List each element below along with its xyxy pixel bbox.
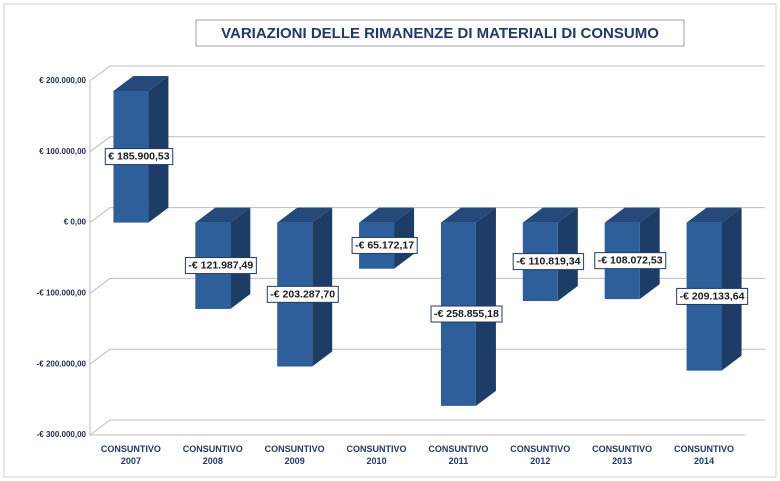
data-label: -€ 65.172,17 [355, 239, 414, 251]
x-tick-label: CONSUNTIVO 2008 [182, 444, 243, 466]
y-tick-label: -€ 300.000,00 [37, 430, 87, 439]
x-tick-label-box: CONSUNTIVO 2010 [346, 444, 407, 466]
data-label-box [184, 257, 257, 275]
data-label: -€ 258.855,18 [434, 308, 499, 320]
x-tick-label: CONSUNTIVO 2014 [674, 444, 735, 466]
data-label: -€ 110.819,34 [516, 256, 580, 268]
x-tick-label-box: CONSUNTIVO 2014 [674, 444, 735, 466]
x-tick-label: CONSUNTIVO 2010 [346, 444, 407, 466]
data-label-box [430, 305, 503, 323]
y-tick-label: € 0,00 [64, 218, 87, 227]
x-tick-label: CONSUNTIVO 2009 [264, 444, 325, 466]
grid-line [89, 348, 765, 365]
y-tick-label: -€ 200.000,00 [37, 359, 87, 368]
data-label: -€ 209.133,64 [680, 290, 745, 302]
bar-top [686, 207, 742, 223]
data-label-box [512, 253, 585, 271]
data-label: -€ 108.072,53 [598, 255, 663, 267]
x-tick-label-box: CONSUNTIVO 2009 [264, 444, 325, 466]
bar-top [604, 207, 660, 223]
data-label: -€ 203.287,70 [270, 288, 335, 300]
data-label-box [676, 287, 749, 305]
grid-line [89, 136, 765, 153]
x-tick-label: CONSUNTIVO 2013 [592, 444, 653, 466]
y-tick-label: -€ 100.000,00 [37, 289, 87, 298]
x-tick-label-box: CONSUNTIVO 2007 [100, 444, 161, 466]
bar-top [359, 207, 415, 223]
x-tick-label: CONSUNTIVO 2011 [428, 444, 489, 466]
bar-top [440, 207, 496, 223]
data-label: € 185.900,53 [108, 151, 169, 163]
data-label-box [351, 236, 418, 254]
data-label: -€ 121.987,49 [188, 260, 253, 272]
grid-line [89, 419, 765, 436]
x-tick-label-box: CONSUNTIVO 2013 [592, 444, 653, 466]
data-label-box [104, 148, 174, 166]
data-label-box [266, 285, 339, 303]
bar-top [522, 207, 578, 223]
x-tick-label-box: CONSUNTIVO 2008 [182, 444, 243, 466]
x-tick-label-box: CONSUNTIVO 2011 [428, 444, 489, 466]
x-tick-label: CONSUNTIVO 2012 [510, 444, 571, 466]
bar-top [113, 75, 169, 91]
bar-top [195, 207, 251, 223]
data-label-box [594, 252, 667, 270]
chart-title: VARIAZIONI DELLE RIMANENZE DI MATERIALI … [221, 25, 659, 42]
grid-line [89, 65, 765, 82]
bar-top [277, 207, 333, 223]
x-tick-label-box: CONSUNTIVO 2012 [510, 444, 571, 466]
y-tick-label: € 200.000,00 [39, 76, 86, 85]
title-box [195, 19, 685, 47]
x-tick-label: CONSUNTIVO 2007 [100, 444, 161, 466]
y-tick-label: € 100.000,00 [39, 147, 86, 156]
